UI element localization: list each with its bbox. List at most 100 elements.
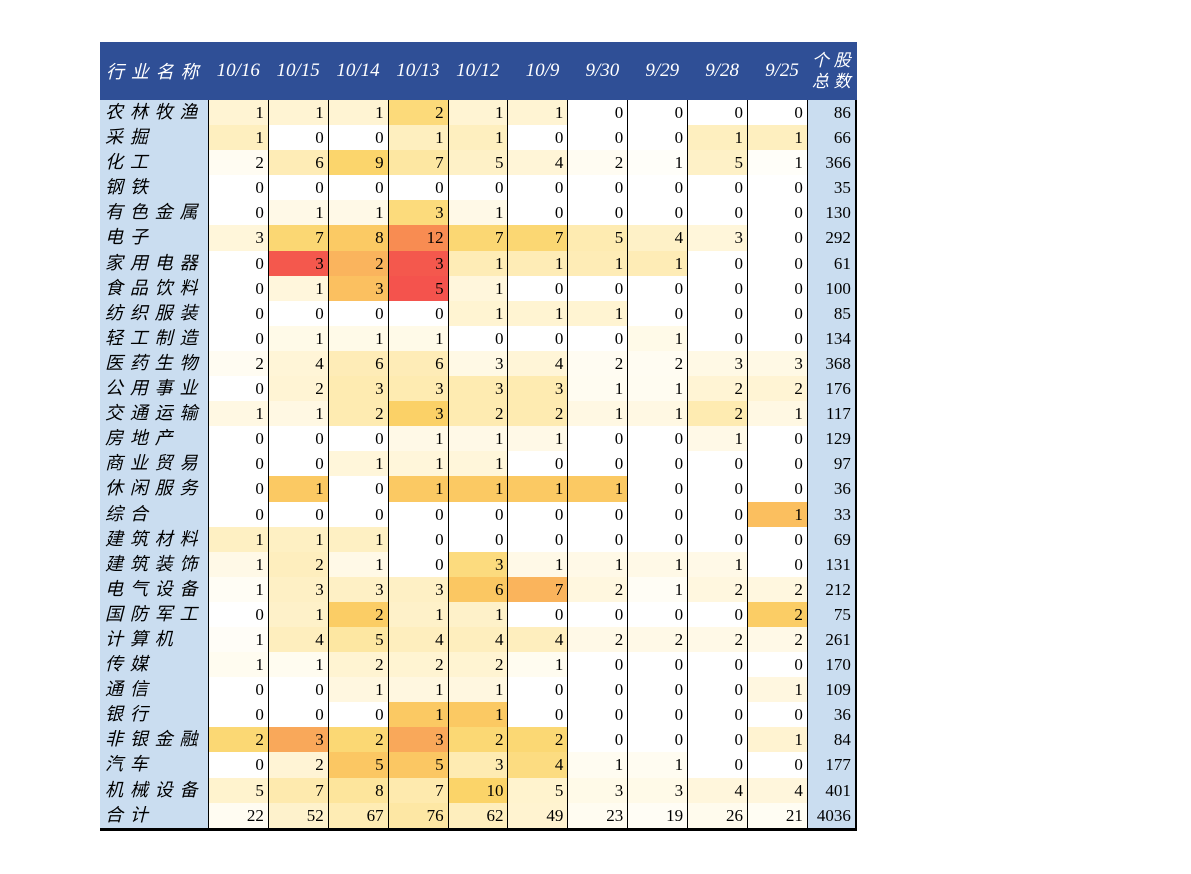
value-cell: 4 [507,150,568,176]
header-total-line2: 总数 [811,72,856,91]
value-cell: 0 [687,526,748,552]
value-cell: 6 [447,576,508,602]
table-row: 国防军工 0 1 2 1 1 0 0 0 0 2 75 [100,601,857,627]
value-cell: 0 [627,501,688,527]
value-cell: 1 [627,576,688,602]
value-cell: 3 [447,376,508,402]
value-cell: 2 [687,576,748,602]
table-row: 公用事业 0 2 3 3 3 3 1 1 2 2 176 [100,376,857,402]
value-cell: 1 [447,275,508,301]
value-cell: 3 [208,225,268,251]
value-cell: 0 [208,300,268,326]
value-cell: 2 [747,376,807,402]
total-cell: 368 [806,350,857,377]
value-cell: 1 [627,551,688,577]
value-cell: 1 [208,626,268,653]
value-cell: 1 [567,551,628,577]
value-cell: 0 [447,526,508,552]
table-row: 纺织服装 0 0 0 0 1 1 1 0 0 0 85 [100,300,857,326]
value-cell: 5 [327,626,388,653]
value-cell: 0 [627,275,688,301]
value-cell: 0 [627,702,688,728]
value-cell: 5 [387,752,448,778]
value-cell: 1 [507,652,568,678]
value-cell: 8 [327,777,388,803]
industry-name-cell: 建筑材料 [100,526,208,552]
total-row: 合计 22 52 67 76 62 49 23 19 26 21 4036 [100,802,857,828]
value-cell: 0 [567,526,628,552]
value-cell: 2 [327,652,388,678]
value-cell: 3 [267,250,328,276]
value-cell: 1 [327,451,388,477]
value-cell: 0 [627,175,688,201]
value-cell: 0 [747,175,807,201]
table-row: 医药生物 2 4 6 6 3 4 2 2 3 3 368 [100,350,857,377]
value-cell: 1 [267,275,328,301]
value-cell: 0 [567,501,628,527]
value-cell: 0 [687,652,748,678]
value-cell: 0 [507,501,568,527]
value-cell: 0 [627,526,688,552]
industry-name-cell: 汽车 [100,752,208,778]
table-row: 综合 0 0 0 0 0 0 0 0 0 1 33 [100,501,857,527]
industry-name-cell: 轻工制造 [100,325,208,351]
value-cell: 2 [627,626,688,653]
value-cell: 4 [687,777,748,803]
value-cell: 1 [687,426,748,452]
industry-name-cell: 食品饮料 [100,275,208,301]
table-row: 机械设备 5 7 8 7 10 5 3 3 4 4 401 [100,777,857,803]
value-cell: 2 [327,601,388,627]
value-cell: 1 [687,125,748,151]
value-cell: 0 [327,501,388,527]
value-cell: 1 [447,300,508,326]
value-cell: 1 [447,100,508,126]
value-cell: 5 [447,150,508,176]
value-cell: 0 [627,125,688,151]
value-cell: 23 [567,802,628,828]
total-cell: 66 [806,125,857,151]
value-cell: 0 [687,476,748,502]
value-cell: 1 [447,702,508,728]
value-cell: 0 [327,702,388,728]
value-cell: 0 [687,727,748,753]
value-cell: 3 [747,350,807,377]
value-cell: 1 [687,551,748,577]
value-cell: 0 [507,702,568,728]
value-cell: 3 [507,376,568,402]
value-cell: 3 [327,576,388,602]
value-cell: 0 [507,325,568,351]
table-header: 行业名称 10/16 10/15 10/14 10/13 10/12 10/9 9/30 9/… [100,42,857,100]
value-cell: 0 [747,225,807,251]
value-cell: 7 [507,225,568,251]
value-cell: 3 [387,200,448,226]
value-cell: 0 [567,275,628,301]
value-cell: 0 [747,702,807,728]
value-cell: 1 [447,677,508,703]
value-cell: 1 [327,551,388,577]
value-cell: 7 [387,777,448,803]
value-cell: 10 [447,777,508,803]
value-cell: 0 [447,175,508,201]
value-cell: 0 [627,677,688,703]
value-cell: 21 [747,802,807,828]
industry-name-cell: 有色金属 [100,200,208,226]
value-cell: 1 [267,100,328,126]
value-cell: 2 [387,652,448,678]
value-cell: 0 [387,501,448,527]
value-cell: 1 [327,325,388,351]
value-cell: 1 [387,476,448,502]
table-row: 计算机 1 4 5 4 4 4 2 2 2 2 261 [100,626,857,653]
value-cell: 0 [627,476,688,502]
value-cell: 67 [327,802,388,828]
value-cell: 1 [327,526,388,552]
industry-name-cell: 计算机 [100,626,208,653]
value-cell: 0 [208,752,268,778]
value-cell: 2 [567,576,628,602]
value-cell: 0 [327,476,388,502]
value-cell: 3 [327,275,388,301]
table-row: 钢铁 0 0 0 0 0 0 0 0 0 0 35 [100,175,857,201]
value-cell: 3 [567,777,628,803]
table-row: 家用电器 0 3 2 3 1 1 1 1 0 0 61 [100,250,857,276]
total-cell: 36 [806,476,857,502]
value-cell: 0 [687,677,748,703]
